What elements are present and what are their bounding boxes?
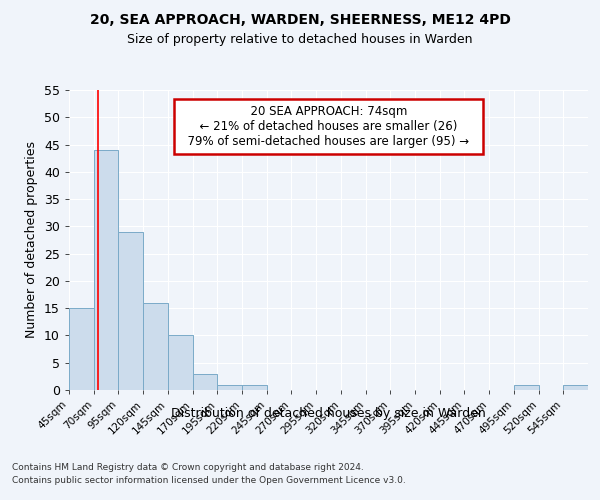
Bar — [217, 384, 242, 390]
Text: Contains public sector information licensed under the Open Government Licence v3: Contains public sector information licen… — [12, 476, 406, 485]
Text: Size of property relative to detached houses in Warden: Size of property relative to detached ho… — [127, 32, 473, 46]
Bar — [168, 336, 193, 390]
Text: Distribution of detached houses by size in Warden: Distribution of detached houses by size … — [172, 408, 486, 420]
Bar — [143, 302, 168, 390]
Bar — [563, 384, 588, 390]
Bar — [118, 232, 143, 390]
Bar — [193, 374, 217, 390]
Bar — [242, 384, 267, 390]
Text: 20 SEA APPROACH: 74sqm  
  ← 21% of detached houses are smaller (26)  
  79% of : 20 SEA APPROACH: 74sqm ← 21% of detached… — [180, 105, 477, 148]
Bar — [69, 308, 94, 390]
Text: 20, SEA APPROACH, WARDEN, SHEERNESS, ME12 4PD: 20, SEA APPROACH, WARDEN, SHEERNESS, ME1… — [89, 12, 511, 26]
Y-axis label: Number of detached properties: Number of detached properties — [25, 142, 38, 338]
Text: Contains HM Land Registry data © Crown copyright and database right 2024.: Contains HM Land Registry data © Crown c… — [12, 462, 364, 471]
Bar — [514, 384, 539, 390]
Bar — [94, 150, 118, 390]
